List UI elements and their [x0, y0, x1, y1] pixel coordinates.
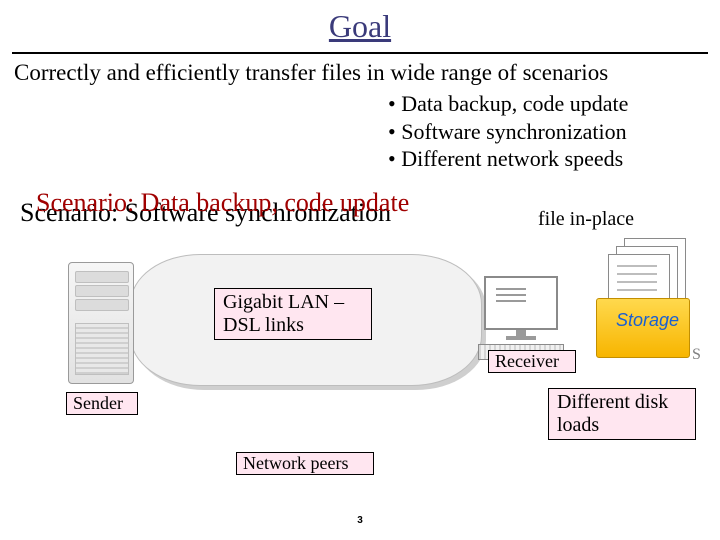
- bullet-text: Data backup, code update: [401, 91, 628, 116]
- page-number: 3: [0, 515, 720, 526]
- server-slot: [75, 285, 129, 297]
- slide: Goal Correctly and efficiently transfer …: [0, 0, 720, 540]
- bullet-item: • Different network speeds: [388, 145, 628, 173]
- scenario-overlay: Scenario: Data backup, code update Scena…: [36, 188, 409, 218]
- scenario-line-red: Scenario: Data backup, code update: [36, 188, 409, 218]
- sender-annotation: Sender: [66, 392, 138, 415]
- slide-subtitle: Correctly and efficiently transfer files…: [14, 60, 608, 86]
- lan-annotation: Gigabit LAN – DSL links: [214, 288, 372, 340]
- monitor-icon: [484, 276, 558, 330]
- pc-icon: [466, 276, 576, 356]
- title-underline: [12, 52, 708, 54]
- bullet-item: • Data backup, code update: [388, 90, 628, 118]
- slide-title: Goal: [0, 8, 720, 45]
- receiver-annotation: Receiver: [488, 350, 576, 373]
- monitor-base: [506, 336, 536, 340]
- server-icon: [68, 262, 132, 382]
- bullet-item: • Software synchronization: [388, 118, 628, 146]
- server-slot: [75, 299, 129, 311]
- network-peers-annotation: Network peers: [236, 452, 374, 475]
- file-in-place-label: file in-place: [538, 208, 634, 231]
- storage-label: Storage: [616, 310, 679, 331]
- server-slot: [75, 271, 129, 283]
- bullet-text: Software synchronization: [401, 119, 626, 144]
- trailing-s: S: [692, 346, 701, 364]
- bullet-text: Different network speeds: [401, 146, 623, 171]
- server-grill: [75, 323, 129, 375]
- storage-icon: Storage S: [596, 238, 696, 358]
- disk-loads-annotation: Different disk loads: [548, 388, 696, 440]
- bullet-list: • Data backup, code update • Software sy…: [388, 90, 628, 173]
- server-case: [68, 262, 134, 384]
